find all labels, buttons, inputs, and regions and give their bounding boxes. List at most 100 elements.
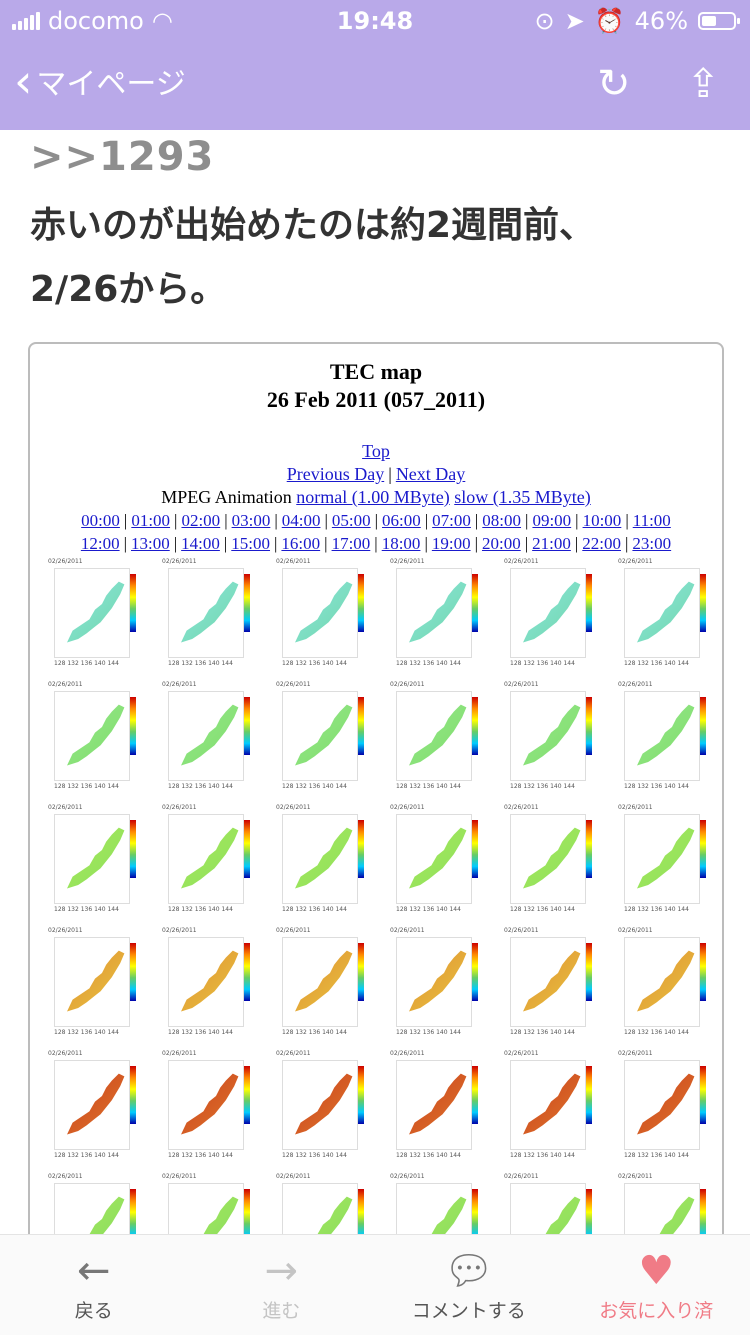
mpeg-line: MPEG Animation normal (1.00 MByte) slow … (30, 486, 722, 509)
hour-link: 02:00 (181, 511, 220, 530)
map-frame (282, 1060, 358, 1150)
thumbnail-caption: 02/26/2011 (618, 927, 653, 934)
thumbnail-caption: 02/26/2011 (390, 927, 425, 934)
share-icon[interactable]: ⇪ (686, 62, 720, 106)
forward-tab[interactable]: → 進む (188, 1235, 376, 1335)
bottom-tab-bar: ← 戻る → 進む 💬︎ コメントする ♥ お気に入り済 (0, 1234, 750, 1335)
thumbnail-caption: 02/26/2011 (504, 1173, 539, 1180)
back-tab-label: 戻る (75, 1296, 113, 1323)
color-scale (244, 943, 250, 1001)
slow-link: slow (1.35 MByte) (454, 487, 591, 507)
map-frame (282, 937, 358, 1027)
thumbnail-caption: 02/26/2011 (504, 558, 539, 565)
mpeg-label: MPEG Animation (161, 487, 292, 507)
hour-separator: | (475, 534, 478, 553)
color-scale (472, 1066, 478, 1124)
comment-tab[interactable]: 💬︎ コメントする (375, 1235, 563, 1335)
longitude-ticks: 128 132 136 140 144 (282, 1029, 347, 1036)
color-scale (472, 1189, 478, 1234)
reply-anchor-link[interactable]: >>1293 (30, 134, 214, 180)
color-scale (358, 1066, 364, 1124)
embedded-image[interactable]: TEC map 26 Feb 2011 (057_2011) Top Previ… (28, 342, 724, 1234)
longitude-ticks: 128 132 136 140 144 (54, 783, 119, 790)
color-scale (244, 697, 250, 755)
thumbnail-caption: 02/26/2011 (48, 558, 83, 565)
favorite-tab[interactable]: ♥ お気に入り済 (563, 1235, 750, 1335)
thumbnail-caption: 02/26/2011 (618, 1050, 653, 1057)
map-frame (510, 691, 586, 781)
map-frame (168, 937, 244, 1027)
hour-link: 01:00 (131, 511, 170, 530)
thumbnail-caption: 02/26/2011 (276, 681, 311, 688)
back-label: マイページ (36, 59, 185, 103)
color-scale (358, 1189, 364, 1234)
map-frame (396, 568, 472, 658)
longitude-ticks: 128 132 136 140 144 (54, 1029, 119, 1036)
hour-links: 00:00|01:00|02:00|03:00|04:00|05:00|06:0… (30, 509, 722, 555)
map-frame (510, 814, 586, 904)
hour-link: 20:00 (482, 534, 521, 553)
thumbnail-caption: 02/26/2011 (390, 804, 425, 811)
color-scale (130, 697, 136, 755)
longitude-ticks: 128 132 136 140 144 (396, 1152, 461, 1159)
map-frame (282, 814, 358, 904)
longitude-ticks: 128 132 136 140 144 (624, 660, 689, 667)
battery-percent: 46% (635, 7, 688, 35)
map-frame (396, 937, 472, 1027)
hour-link: 05:00 (332, 511, 371, 530)
color-scale (586, 820, 592, 878)
color-scale (358, 943, 364, 1001)
thumbnail-caption: 02/26/2011 (618, 1173, 653, 1180)
longitude-ticks: 128 132 136 140 144 (396, 906, 461, 913)
color-scale (700, 1066, 706, 1124)
thumbnail-caption: 02/26/2011 (48, 804, 83, 811)
color-scale (700, 1189, 706, 1234)
longitude-ticks: 128 132 136 140 144 (396, 1029, 461, 1036)
longitude-ticks: 128 132 136 140 144 (282, 1152, 347, 1159)
day-nav: Previous Day|Next Day (30, 463, 722, 486)
thumbnail-caption: 02/26/2011 (162, 681, 197, 688)
normal-link: normal (1.00 MByte) (296, 487, 449, 507)
thumbnail-caption: 02/26/2011 (618, 558, 653, 565)
back-button[interactable]: ‹ マイページ (14, 58, 186, 104)
map-frame (282, 691, 358, 781)
map-frame (624, 937, 700, 1027)
map-frame (624, 568, 700, 658)
color-scale (244, 1066, 250, 1124)
longitude-ticks: 128 132 136 140 144 (168, 1029, 233, 1036)
hour-separator: | (625, 534, 628, 553)
thumbnail-caption: 02/26/2011 (390, 1173, 425, 1180)
map-frame (624, 691, 700, 781)
thumbnail-caption: 02/26/2011 (276, 804, 311, 811)
hour-separator: | (625, 511, 628, 530)
tec-map-thumbnail: 02/26/2011 128 132 136 140 144 (382, 800, 488, 917)
reload-icon[interactable]: ↻ (597, 62, 631, 106)
heart-icon: ♥ (638, 1248, 674, 1294)
hour-link: 18:00 (382, 534, 421, 553)
longitude-ticks: 128 132 136 140 144 (624, 1152, 689, 1159)
color-scale (358, 574, 364, 632)
hour-separator: | (324, 534, 327, 553)
hour-link: 00:00 (81, 511, 120, 530)
map-frame (168, 1060, 244, 1150)
map-frame (54, 814, 130, 904)
hour-separator: | (525, 511, 528, 530)
forward-tab-label: 進む (262, 1296, 300, 1323)
back-tab[interactable]: ← 戻る (0, 1235, 188, 1335)
map-frame (54, 1060, 130, 1150)
longitude-ticks: 128 132 136 140 144 (282, 783, 347, 790)
longitude-ticks: 128 132 136 140 144 (168, 783, 233, 790)
post-line: 2/26から。 (30, 269, 226, 310)
location-icon: ➤ (565, 7, 585, 35)
